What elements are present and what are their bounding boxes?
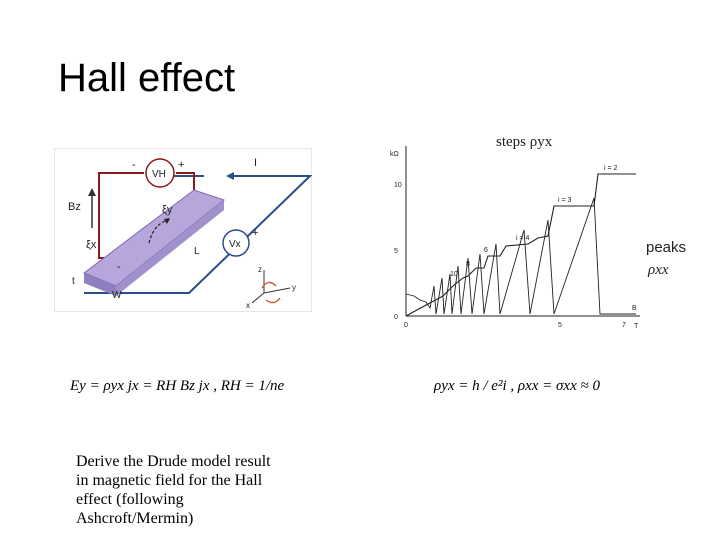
rho-xx-curve <box>405 197 636 315</box>
svg-text:+: + <box>252 227 258 239</box>
filling-label: i = 2 <box>604 165 618 172</box>
x-unit: T <box>634 323 639 330</box>
peaks-label: peaks <box>646 239 686 256</box>
svg-text:-: - <box>117 261 121 273</box>
vh-meter <box>145 158 175 188</box>
x-tick-label: 0 <box>404 322 408 329</box>
ex-label: ξx <box>86 239 97 251</box>
vx-label: Vx <box>229 239 241 250</box>
vx-meter <box>222 229 250 257</box>
svg-text:y: y <box>292 283 296 292</box>
current-label: I <box>254 157 257 169</box>
derivation-note: Derive the Drude model result in magneti… <box>76 453 271 527</box>
equation-right: ρyx = h / e²i , ρxx = σxx ≈ 0 <box>434 378 600 394</box>
y-tick-label: 5 <box>394 248 398 255</box>
y-tick-label: 10 <box>394 182 402 189</box>
bz-label: Bz <box>68 201 81 213</box>
equation-left: Ey = ρyx jx = RH Bz jx , RH = 1/ne <box>70 378 285 394</box>
l-label: L <box>194 246 200 257</box>
ey-label: ξy <box>162 204 173 216</box>
w-label: W <box>112 290 122 301</box>
plot-header: steps ρyx <box>496 134 553 150</box>
y-tick-label: 0 <box>394 314 398 321</box>
filling-label: 10 <box>450 271 458 278</box>
svg-text:x: x <box>246 301 250 310</box>
svg-text:+: + <box>178 159 184 171</box>
filling-label: 8 <box>466 261 470 268</box>
slide-title: Hall effect <box>58 56 236 100</box>
current-loop <box>84 175 312 294</box>
svg-text:-: - <box>132 159 136 171</box>
filling-label: i = 4 <box>516 235 530 242</box>
x-tick-label: 7 <box>622 322 626 329</box>
svg-text:z: z <box>258 265 262 274</box>
rho-yx-curve <box>405 173 636 317</box>
x-ticks: 0 5 7 <box>404 322 626 329</box>
rhoxx-label: ρxx <box>647 262 669 278</box>
y-ticks: 0 5 10 <box>394 182 402 321</box>
filling-label: i = 3 <box>558 197 572 204</box>
quantum-hall-plot: steps ρyx peaks ρxx kΩ B T 0 5 10 0 5 7 i = … <box>390 134 686 330</box>
hall-bar-schematic: VH - + Vx + I Bz ξy ξx t W L - z y x <box>54 148 312 312</box>
x-tick-label: 5 <box>558 322 562 329</box>
t-label: t <box>72 276 75 287</box>
x-label: B <box>632 305 637 312</box>
y-unit: kΩ <box>390 151 399 158</box>
filling-label: 6 <box>484 247 488 254</box>
filling-labels: i = 2 i = 3 i = 4 6 8 10 <box>450 165 618 278</box>
vh-label: VH <box>152 169 166 180</box>
